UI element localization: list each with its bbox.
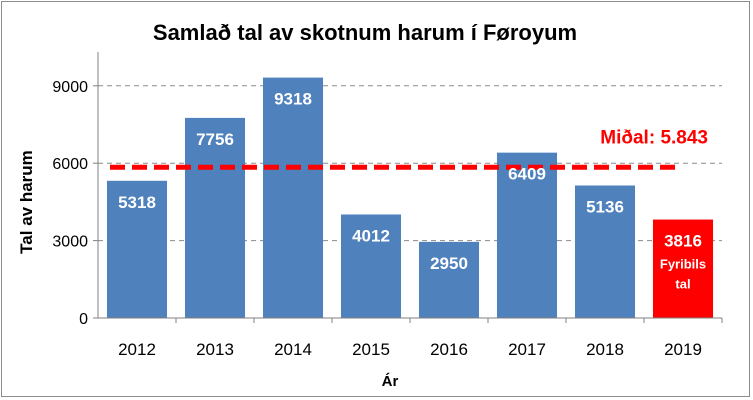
highlight-note-line-1: tal <box>675 277 690 292</box>
bar-2016 <box>418 241 480 318</box>
x-tick-label-2018: 2018 <box>586 340 624 359</box>
x-tick-label-2012: 2012 <box>118 340 156 359</box>
chart-title: Samlað tal av skotnum harum í Føroyum <box>153 20 577 45</box>
bars <box>106 77 714 318</box>
x-tick-label-2014: 2014 <box>274 340 312 359</box>
bar-2019 <box>652 219 714 318</box>
data-label-2018: 5136 <box>586 197 624 216</box>
bar-2017 <box>496 152 558 318</box>
x-tick-label-2016: 2016 <box>430 340 468 359</box>
bar-2012 <box>106 180 168 318</box>
highlight-note-line-0: Fyribils <box>660 257 706 272</box>
y-tick-label-9000: 9000 <box>52 79 88 96</box>
y-tick-label-6000: 6000 <box>52 156 88 173</box>
y-axis-label: Tal av harum <box>17 150 36 254</box>
axes: 0 3000 6000 9000 2012 2013 2014 2015 2016 2017 201… <box>52 52 723 359</box>
average-line-label: Miðal: 5.843 <box>600 127 708 148</box>
bar-2013 <box>184 117 246 318</box>
data-label-2012: 5318 <box>118 193 156 212</box>
data-label-2015: 4012 <box>352 226 390 245</box>
data-label-2019: 3816 <box>664 232 702 251</box>
data-label-2017: 6409 <box>508 165 546 184</box>
data-label-2016: 2950 <box>430 254 468 273</box>
x-tick-label-2019: 2019 <box>664 340 702 359</box>
y-tick-label-0: 0 <box>79 311 88 328</box>
bar-2018 <box>574 185 636 318</box>
x-tick-label-2013: 2013 <box>196 340 234 359</box>
data-labels: 5318 7756 9318 4012 2950 6409 5136 3816 Fyribils… <box>118 90 706 292</box>
data-label-2013: 7756 <box>196 130 234 149</box>
x-tick-label-2015: 2015 <box>352 340 390 359</box>
bar-2014 <box>262 77 324 318</box>
x-axis-label: Ár <box>382 373 399 390</box>
average-line-group: Miðal: 5.843 <box>110 127 708 170</box>
y-tick-label-3000: 3000 <box>52 234 88 251</box>
data-label-2014: 9318 <box>274 90 312 109</box>
x-tick-label-2017: 2017 <box>508 340 546 359</box>
bar-2015 <box>340 214 402 318</box>
